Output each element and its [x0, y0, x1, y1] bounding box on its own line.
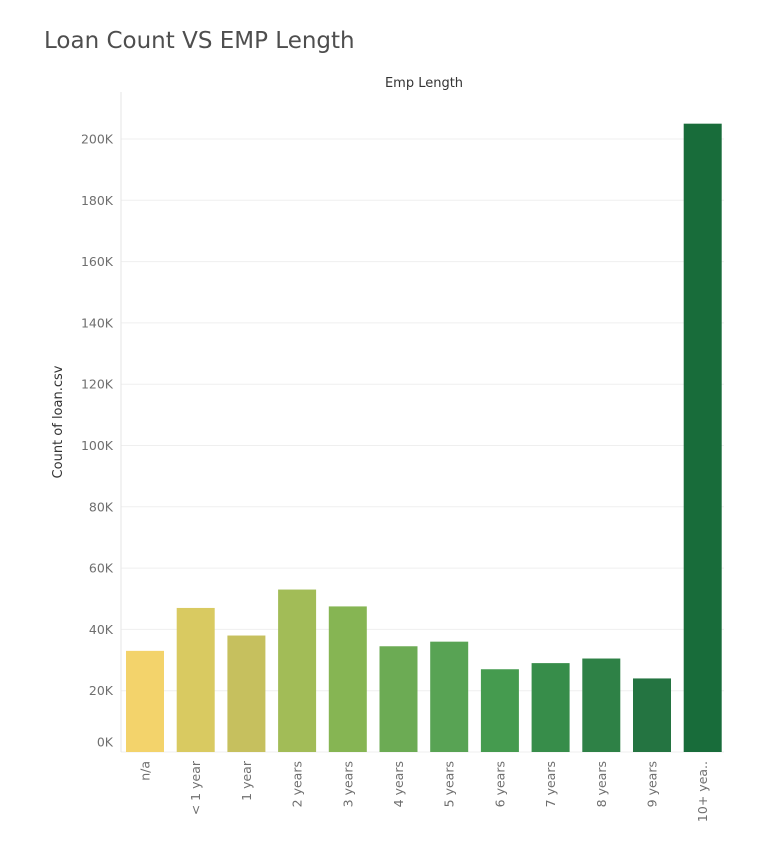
bar-8-years[interactable]: [582, 658, 621, 752]
y-axis-ticks: 0K 20K 40K 60K 80K 100K 120K 140K 160K 180K 200K: [81, 132, 114, 750]
x-tick-label: 10+ yea..: [695, 761, 710, 822]
x-tick-label: 9 years: [645, 761, 660, 807]
y-tick-label: 60K: [89, 561, 114, 576]
x-tick-label: < 1 year: [188, 760, 203, 815]
y-tick-label: 0K: [97, 735, 114, 750]
y-tick-label: 140K: [81, 315, 114, 330]
y-tick-label: 120K: [81, 377, 114, 392]
x-tick-label: 5 years: [442, 761, 457, 807]
y-tick-label: 180K: [81, 193, 114, 208]
bar-7-years[interactable]: [531, 663, 570, 752]
x-axis-title: Emp Length: [385, 76, 463, 91]
bars: [126, 123, 722, 753]
x-tick-label: 6 years: [492, 761, 507, 807]
x-tick-label: 7 years: [543, 761, 558, 807]
y-tick-label: 100K: [81, 438, 114, 453]
y-tick-label: 40K: [89, 622, 114, 637]
bar-n-a[interactable]: [126, 650, 164, 752]
bar-10-yea[interactable]: [683, 123, 722, 753]
y-tick-label: 160K: [81, 254, 114, 269]
bar-4-years[interactable]: [379, 646, 418, 752]
gridlines: [121, 138, 724, 753]
bar-5-years[interactable]: [430, 641, 469, 752]
bar-9-years[interactable]: [633, 678, 671, 752]
y-tick-label: 80K: [89, 499, 114, 514]
y-tick-label: 20K: [89, 683, 114, 698]
y-axis-title: Count of loan.csv: [51, 365, 66, 478]
x-tick-label: n/a: [138, 761, 153, 781]
x-tick-label: 8 years: [594, 761, 609, 807]
bar-1-year[interactable]: [227, 635, 266, 752]
x-axis-labels: n/a < 1 year 1 year 2 years 3 years 4 years 5 …: [138, 760, 711, 822]
y-tick-label: 200K: [81, 132, 114, 147]
x-tick-label: 2 years: [290, 761, 305, 807]
bar-3-years[interactable]: [328, 606, 367, 752]
x-tick-label: 4 years: [391, 761, 406, 807]
x-tick-label: 3 years: [340, 761, 355, 807]
bar-1-year[interactable]: [176, 607, 215, 752]
bar-6-years[interactable]: [480, 669, 519, 752]
bar-2-years[interactable]: [278, 589, 317, 752]
chart-title: Loan Count VS EMP Length: [44, 28, 355, 54]
x-tick-label: 1 year: [239, 760, 254, 801]
